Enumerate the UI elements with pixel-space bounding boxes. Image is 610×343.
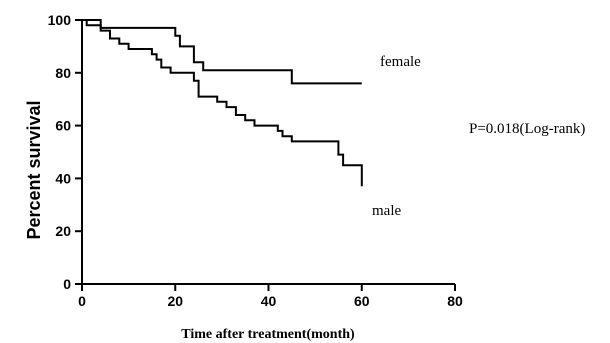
y-tick-label: 80 <box>55 65 71 81</box>
y-tick-label: 100 <box>48 12 72 28</box>
x-tick-label: 0 <box>78 293 86 309</box>
axes: 0 20 40 60 80 100 0 20 40 60 80 <box>48 12 463 309</box>
y-tick-label: 20 <box>55 223 71 239</box>
series-label-male: male <box>372 203 401 219</box>
y-tick-label: 0 <box>63 276 71 292</box>
x-tick-label: 20 <box>167 293 183 309</box>
y-tick-label: 40 <box>55 170 71 186</box>
survival-curve-female <box>82 19 362 85</box>
y-axis-title: Percent survival <box>24 100 44 239</box>
series-label-female: female <box>380 54 421 70</box>
p-value-annotation: P=0.018(Log-rank) <box>469 121 585 137</box>
x-tick-label: 40 <box>261 293 277 309</box>
survival-curve-male <box>82 19 363 187</box>
series-group <box>82 19 363 187</box>
x-axis-title: Time after treatment(month) <box>181 327 355 342</box>
x-tick-label: 60 <box>354 293 370 309</box>
x-tick-label: 80 <box>447 293 463 309</box>
y-tick-label: 60 <box>55 118 71 134</box>
